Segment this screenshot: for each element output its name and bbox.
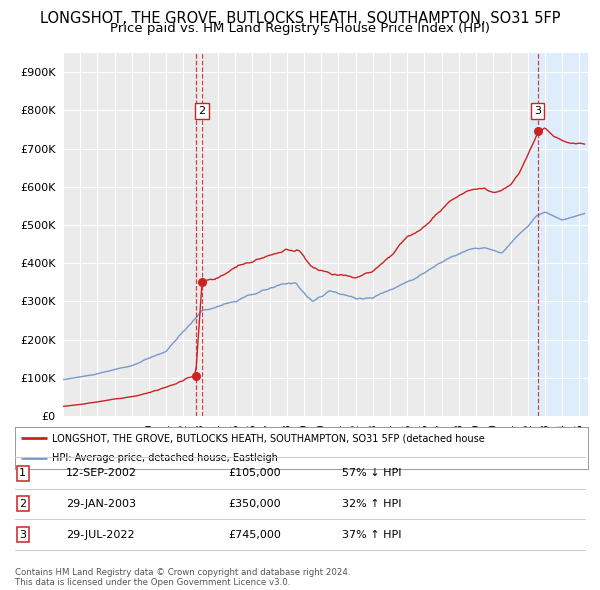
Text: 3: 3 <box>534 106 541 116</box>
Text: 2: 2 <box>199 106 206 116</box>
Text: 29-JAN-2003: 29-JAN-2003 <box>66 499 136 509</box>
Text: 1: 1 <box>19 468 26 478</box>
Text: £350,000: £350,000 <box>228 499 281 509</box>
Text: £105,000: £105,000 <box>228 468 281 478</box>
Text: LONGSHOT, THE GROVE, BUTLOCKS HEATH, SOUTHAMPTON, SO31 5FP: LONGSHOT, THE GROVE, BUTLOCKS HEATH, SOU… <box>40 11 560 25</box>
Text: 57% ↓ HPI: 57% ↓ HPI <box>342 468 401 478</box>
Text: Contains HM Land Registry data © Crown copyright and database right 2024.
This d: Contains HM Land Registry data © Crown c… <box>15 568 350 587</box>
Text: 12-SEP-2002: 12-SEP-2002 <box>66 468 137 478</box>
Text: £745,000: £745,000 <box>228 530 281 539</box>
Text: 2: 2 <box>19 499 26 509</box>
Text: 29-JUL-2022: 29-JUL-2022 <box>66 530 134 539</box>
Text: 32% ↑ HPI: 32% ↑ HPI <box>342 499 401 509</box>
Text: 3: 3 <box>19 530 26 539</box>
Bar <box>528 53 590 416</box>
Text: Price paid vs. HM Land Registry's House Price Index (HPI): Price paid vs. HM Land Registry's House … <box>110 22 490 35</box>
Text: 37% ↑ HPI: 37% ↑ HPI <box>342 530 401 539</box>
Text: LONGSHOT, THE GROVE, BUTLOCKS HEATH, SOUTHAMPTON, SO31 5FP (detached house: LONGSHOT, THE GROVE, BUTLOCKS HEATH, SOU… <box>52 433 485 443</box>
Text: HPI: Average price, detached house, Eastleigh: HPI: Average price, detached house, East… <box>52 454 278 463</box>
